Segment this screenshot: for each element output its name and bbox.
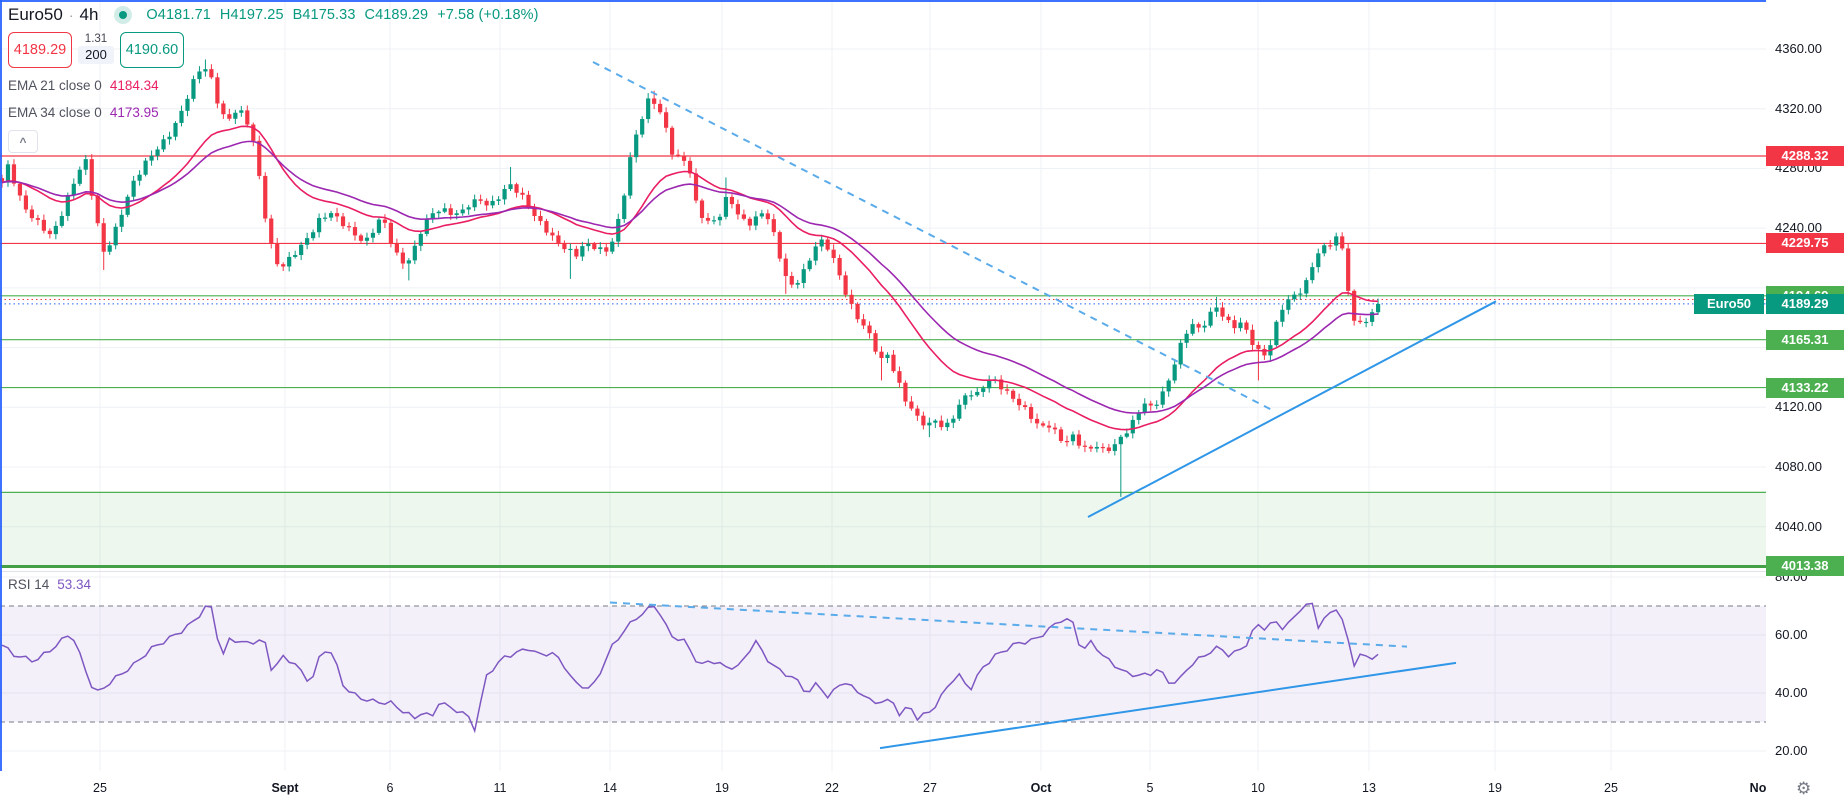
price-level-tag[interactable]: 4013.38 bbox=[1766, 556, 1844, 577]
time-axis[interactable]: ⚙ 25 Sept 6 11 14 19 22 27 Oct 5 10 13 19 25 No bbox=[0, 771, 1844, 811]
time-tick[interactable]: 6 bbox=[386, 781, 394, 795]
ema21-legend-row[interactable]: EMA 21 close 0 4184.34 bbox=[8, 76, 539, 95]
demand-zone[interactable] bbox=[0, 492, 1766, 567]
low-value: B4175.33 bbox=[292, 7, 356, 23]
time-tick[interactable]: 25 bbox=[1604, 781, 1618, 795]
symbol-price-tag[interactable]: Euro50 bbox=[1694, 293, 1764, 314]
open-value: O4181.71 bbox=[146, 7, 211, 23]
downtrend-dashed-line[interactable] bbox=[592, 61, 1273, 411]
price-tick: 4320.00 bbox=[1775, 100, 1822, 116]
time-tick[interactable]: 27 bbox=[923, 781, 937, 795]
ema21-value: 4184.34 bbox=[109, 78, 159, 93]
rsi-uptrend-solid-line[interactable] bbox=[879, 661, 1457, 750]
ema34-legend-row[interactable]: EMA 34 close 0 4173.95 bbox=[8, 103, 539, 122]
ema21-label: EMA 21 close 0 bbox=[8, 78, 102, 93]
time-tick[interactable]: No bbox=[1749, 781, 1767, 795]
price-tick: 4360.00 bbox=[1775, 41, 1822, 56]
time-tick[interactable]: 5 bbox=[1146, 781, 1154, 795]
price-tick: 4080.00 bbox=[1775, 459, 1822, 475]
rsi-tick: 60.00 bbox=[1775, 627, 1808, 642]
market-status-icon[interactable] bbox=[114, 6, 133, 24]
ema34-label: EMA 34 close 0 bbox=[8, 105, 102, 120]
rsi-tick: 20.00 bbox=[1775, 743, 1808, 758]
separator-dot: · bbox=[68, 7, 74, 23]
price-level-tag[interactable]: 4288.32 bbox=[1766, 146, 1844, 167]
symbol-name[interactable]: Euro50 bbox=[8, 5, 63, 24]
ema34-value: 4173.95 bbox=[109, 105, 159, 120]
chart-legend: Euro50 · 4h O4181.71 H4197.25 B4175.33 C… bbox=[8, 5, 539, 153]
time-tick[interactable]: 22 bbox=[825, 781, 839, 795]
time-tick[interactable]: Oct bbox=[1030, 781, 1052, 795]
time-tick[interactable]: 25 bbox=[93, 781, 107, 795]
chevron-up-icon: ^ bbox=[19, 134, 27, 149]
time-tick[interactable]: 19 bbox=[1488, 781, 1502, 795]
collapse-legend-button[interactable]: ^ bbox=[8, 130, 38, 153]
price-tick: 4040.00 bbox=[1775, 518, 1822, 534]
interval-label[interactable]: 4h bbox=[79, 5, 99, 24]
time-tick[interactable]: 19 bbox=[715, 781, 729, 795]
rsi-label: RSI 14 bbox=[8, 577, 50, 592]
uptrend-solid-line[interactable] bbox=[1087, 300, 1497, 518]
price-level-tag[interactable]: 4189.29 bbox=[1766, 293, 1844, 314]
time-tick[interactable]: Sept bbox=[271, 781, 299, 795]
ohlc-readout: O4181.71 H4197.25 B4175.33 C4189.29 +7.5… bbox=[146, 7, 538, 23]
rsi-band bbox=[0, 606, 1766, 722]
price-level-tag[interactable]: 4229.75 bbox=[1766, 233, 1844, 254]
high-value: H4197.25 bbox=[219, 7, 284, 23]
time-tick[interactable]: 14 bbox=[603, 781, 617, 795]
gear-icon[interactable]: ⚙ bbox=[1796, 779, 1812, 798]
price-tick: 4120.00 bbox=[1775, 399, 1822, 415]
rsi-tick: 40.00 bbox=[1775, 685, 1808, 700]
change-value: +7.58 (+0.18%) bbox=[437, 7, 539, 23]
lot-size: 200 bbox=[78, 46, 114, 64]
rsi-value: 53.34 bbox=[57, 577, 92, 592]
price-level-tag[interactable]: 4165.31 bbox=[1766, 329, 1844, 350]
close-value: C4189.29 bbox=[364, 7, 429, 23]
symbol-header: Euro50 · 4h O4181.71 H4197.25 B4175.33 C… bbox=[8, 5, 539, 25]
time-tick[interactable]: 11 bbox=[493, 781, 507, 795]
sell-button[interactable]: 4189.29 bbox=[8, 32, 72, 68]
ema34-line[interactable] bbox=[1, 140, 1379, 414]
rsi-downtrend-dashed-line[interactable] bbox=[609, 601, 1408, 648]
buy-button[interactable]: 4190.60 bbox=[120, 32, 184, 68]
spread-indicator: 1.31 200 bbox=[74, 32, 118, 68]
time-tick[interactable]: 10 bbox=[1251, 781, 1265, 795]
time-tick[interactable]: 13 bbox=[1362, 781, 1376, 795]
ema21-line[interactable] bbox=[1, 125, 1379, 431]
trade-panel: 4189.29 1.31 200 4190.60 bbox=[8, 32, 539, 68]
price-level-tag[interactable]: 4133.22 bbox=[1766, 377, 1844, 398]
spread-value: 1.31 bbox=[84, 33, 108, 45]
rsi-line[interactable] bbox=[1, 602, 1379, 734]
price-tick: 4240.00 bbox=[1775, 220, 1822, 236]
price-axis[interactable]: 4360.00 4320.00 4280.00 4240.00 4120.00 4080.… bbox=[1766, 0, 1844, 771]
rsi-legend-row[interactable]: RSI 14 53.34 bbox=[8, 577, 91, 592]
